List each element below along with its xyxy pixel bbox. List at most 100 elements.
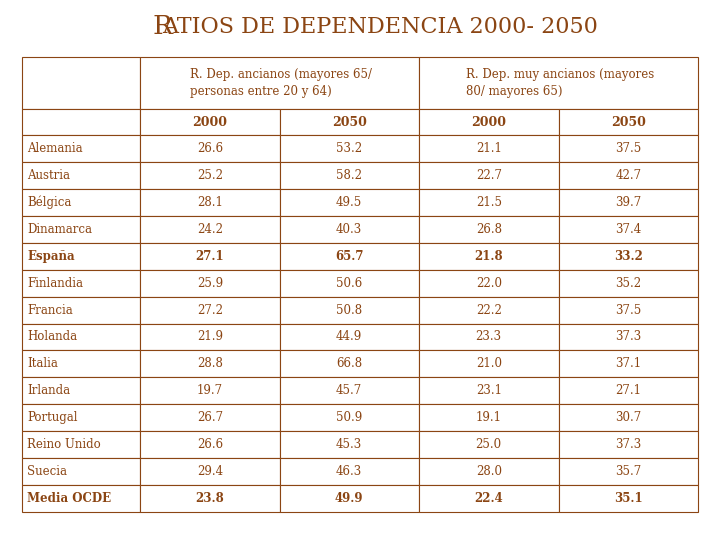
Bar xyxy=(22,109,140,135)
Text: 50.8: 50.8 xyxy=(336,303,362,316)
Text: 2050: 2050 xyxy=(332,116,366,129)
Bar xyxy=(140,216,279,242)
Bar xyxy=(279,323,419,350)
Bar xyxy=(419,458,559,485)
Text: 21.9: 21.9 xyxy=(197,330,222,343)
Text: 22.2: 22.2 xyxy=(476,303,502,316)
Bar xyxy=(419,135,559,162)
Bar xyxy=(22,404,140,431)
Bar xyxy=(559,485,698,512)
Text: 37.5: 37.5 xyxy=(615,303,642,316)
Bar xyxy=(559,109,698,135)
Text: 21.1: 21.1 xyxy=(476,142,502,155)
Text: Austria: Austria xyxy=(27,169,70,182)
Text: 26.6: 26.6 xyxy=(197,438,222,451)
Bar xyxy=(140,431,279,458)
Text: 26.7: 26.7 xyxy=(197,411,222,424)
Bar xyxy=(419,485,559,512)
Bar xyxy=(419,296,559,323)
Bar xyxy=(419,242,559,269)
Text: 50.9: 50.9 xyxy=(336,411,362,424)
Bar xyxy=(140,57,419,109)
Text: Holanda: Holanda xyxy=(27,330,77,343)
Bar xyxy=(22,485,140,512)
Bar xyxy=(22,135,140,162)
Bar xyxy=(559,135,698,162)
Bar xyxy=(22,269,140,296)
Bar xyxy=(279,109,419,135)
Text: Suecia: Suecia xyxy=(27,465,67,478)
Text: 33.2: 33.2 xyxy=(614,249,643,262)
Text: 37.3: 37.3 xyxy=(615,330,642,343)
Bar xyxy=(279,458,419,485)
Bar xyxy=(22,57,140,109)
Text: 66.8: 66.8 xyxy=(336,357,362,370)
Bar xyxy=(22,242,140,269)
Bar xyxy=(140,162,279,189)
Text: 22.0: 22.0 xyxy=(476,276,502,289)
Text: 42.7: 42.7 xyxy=(615,169,642,182)
Bar xyxy=(559,377,698,404)
Text: R. Dep. muy ancianos (mayores
80/ mayores 65): R. Dep. muy ancianos (mayores 80/ mayore… xyxy=(467,68,654,98)
Text: 19.1: 19.1 xyxy=(476,411,502,424)
Bar xyxy=(279,269,419,296)
Bar xyxy=(559,269,698,296)
Bar xyxy=(419,377,559,404)
Text: 27.1: 27.1 xyxy=(195,249,224,262)
Text: 37.5: 37.5 xyxy=(615,142,642,155)
Text: 22.7: 22.7 xyxy=(476,169,502,182)
Text: 24.2: 24.2 xyxy=(197,222,222,236)
Text: 44.9: 44.9 xyxy=(336,330,362,343)
Text: 45.7: 45.7 xyxy=(336,384,362,397)
Bar xyxy=(559,458,698,485)
Bar xyxy=(419,350,559,377)
Bar xyxy=(559,216,698,242)
Text: 22.4: 22.4 xyxy=(474,492,503,505)
Text: 30.7: 30.7 xyxy=(615,411,642,424)
Text: 53.2: 53.2 xyxy=(336,142,362,155)
Text: 25.2: 25.2 xyxy=(197,169,222,182)
Bar xyxy=(22,350,140,377)
Bar xyxy=(279,216,419,242)
Text: 27.2: 27.2 xyxy=(197,303,222,316)
Bar xyxy=(279,485,419,512)
Bar xyxy=(22,189,140,216)
Text: Francia: Francia xyxy=(27,303,73,316)
Text: 23.3: 23.3 xyxy=(476,330,502,343)
Bar xyxy=(140,323,279,350)
Bar xyxy=(419,404,559,431)
Bar xyxy=(559,323,698,350)
Bar xyxy=(279,404,419,431)
Bar xyxy=(279,350,419,377)
Text: R: R xyxy=(152,15,172,39)
Text: 26.8: 26.8 xyxy=(476,222,502,236)
Bar xyxy=(559,431,698,458)
Bar xyxy=(419,109,559,135)
Text: 28.8: 28.8 xyxy=(197,357,222,370)
Text: 49.9: 49.9 xyxy=(335,492,364,505)
Text: 35.1: 35.1 xyxy=(614,492,642,505)
Text: 46.3: 46.3 xyxy=(336,465,362,478)
Bar xyxy=(279,431,419,458)
Bar xyxy=(279,189,419,216)
Bar xyxy=(22,296,140,323)
Bar xyxy=(559,242,698,269)
Text: Italia: Italia xyxy=(27,357,58,370)
Bar xyxy=(419,269,559,296)
Bar xyxy=(140,242,279,269)
Bar xyxy=(140,269,279,296)
Text: 37.4: 37.4 xyxy=(615,222,642,236)
Text: 23.1: 23.1 xyxy=(476,384,502,397)
Text: Media OCDE: Media OCDE xyxy=(27,492,111,505)
Text: Finlandia: Finlandia xyxy=(27,276,83,289)
Bar xyxy=(419,57,698,109)
Text: 26.6: 26.6 xyxy=(197,142,222,155)
Text: 2000: 2000 xyxy=(472,116,506,129)
Text: 2000: 2000 xyxy=(192,116,228,129)
Text: 21.5: 21.5 xyxy=(476,196,502,209)
Bar xyxy=(22,162,140,189)
Text: Alemania: Alemania xyxy=(27,142,83,155)
Text: Reino Unido: Reino Unido xyxy=(27,438,101,451)
Bar xyxy=(279,377,419,404)
Text: 28.1: 28.1 xyxy=(197,196,222,209)
